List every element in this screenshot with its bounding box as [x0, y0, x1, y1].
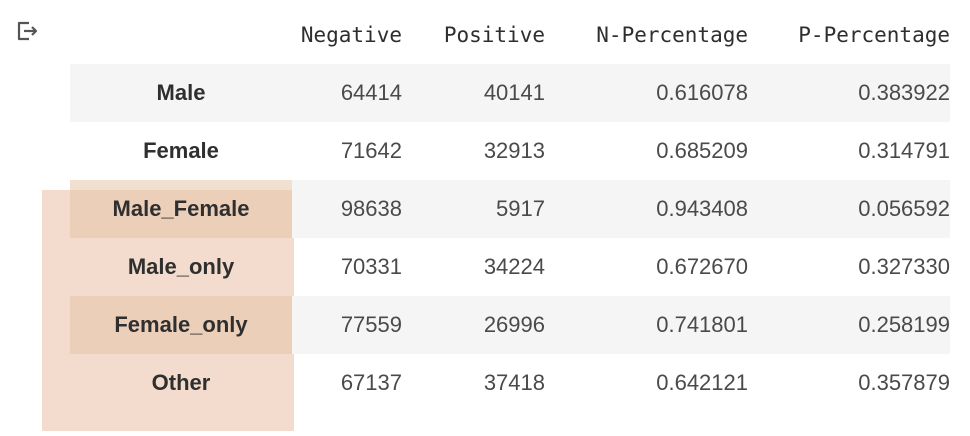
dataframe-table: Negative Positive N-Percentage P-Percent…: [70, 6, 950, 412]
table-cell: 0.943408: [545, 180, 748, 238]
table-cell: 77559: [292, 296, 402, 354]
table-row: Female_only 77559 26996 0.741801 0.25819…: [70, 296, 950, 354]
table-cell: 0.327330: [858, 254, 950, 279]
table-cell: 40141: [402, 64, 545, 122]
table-cell: 0.616078: [545, 64, 748, 122]
table-cell: 26996: [402, 296, 545, 354]
row-index-label: Female: [143, 138, 219, 163]
column-header-positive: Positive: [443, 23, 545, 47]
column-header-n-percentage: N-Percentage: [596, 23, 748, 47]
table-cell: 64414: [292, 64, 402, 122]
table-row: Male 64414 40141 0.616078 0.383922: [70, 64, 950, 122]
table-cell: 0.685209: [656, 138, 748, 163]
row-index-label: Male_only: [127, 254, 235, 279]
column-header-p-percentage: P-Percentage: [798, 23, 950, 47]
table-cell: 0.357879: [858, 370, 950, 395]
output-arrow-icon[interactable]: [14, 18, 40, 44]
table-cell: 98638: [292, 180, 402, 238]
table-cell: 0.056592: [748, 180, 950, 238]
table-cell: 67137: [340, 370, 402, 395]
table-cell: 71642: [340, 138, 402, 163]
table-cell: 0.314791: [858, 138, 950, 163]
table-cell: 70331: [340, 254, 402, 279]
table-cell: 32913: [483, 138, 545, 163]
table-cell: 0.258199: [748, 296, 950, 354]
table-row: Male_Female 98638 5917 0.943408 0.056592: [70, 180, 950, 238]
row-index-label: Male_Female: [70, 180, 292, 238]
table-row: Other 67137 37418 0.642121 0.357879: [70, 354, 950, 412]
index-header: [70, 6, 292, 64]
table-cell: 0.741801: [545, 296, 748, 354]
row-index-label: Male: [70, 64, 292, 122]
row-index-label: Female_only: [70, 296, 292, 354]
column-header-negative: Negative: [300, 23, 402, 47]
table-cell: 0.672670: [656, 254, 748, 279]
table-row: Female 71642 32913 0.685209 0.314791: [70, 122, 950, 180]
table-cell: 5917: [402, 180, 545, 238]
table-cell: 0.383922: [748, 64, 950, 122]
row-index-label: Other: [151, 370, 211, 395]
table-cell: 0.642121: [656, 370, 748, 395]
table-cell: 37418: [483, 370, 545, 395]
table-cell: 34224: [483, 254, 545, 279]
table-header: Negative Positive N-Percentage P-Percent…: [70, 6, 950, 64]
table-row: Male_only 70331 34224 0.672670 0.327330: [70, 238, 950, 296]
